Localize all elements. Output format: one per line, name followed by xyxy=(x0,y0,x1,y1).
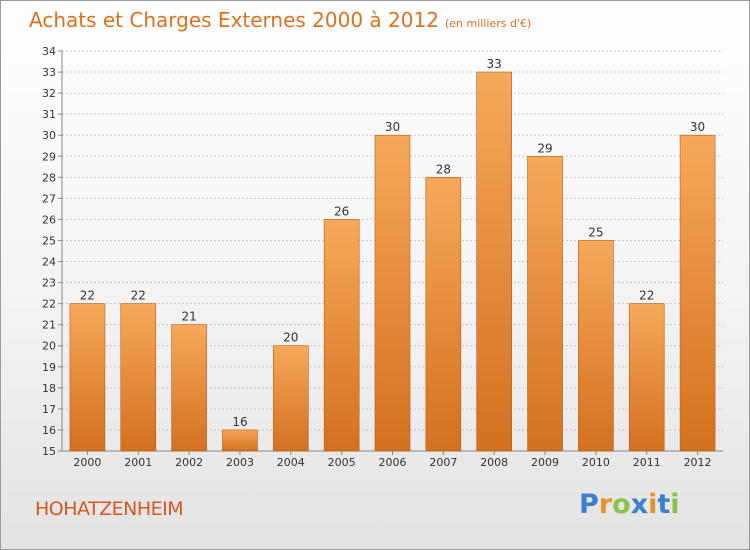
data-label: 26 xyxy=(334,204,349,218)
data-label: 22 xyxy=(80,289,95,303)
logo-letter: x xyxy=(630,489,649,520)
bar xyxy=(476,71,512,452)
y-tick-label: 28 xyxy=(42,171,56,184)
y-tick-label: 23 xyxy=(42,277,56,290)
chart-title: Achats et Charges Externes 2000 à 2012 (e… xyxy=(29,8,531,32)
data-label: 16 xyxy=(232,415,247,429)
y-tick-label: 27 xyxy=(42,192,56,205)
y-tick-label: 26 xyxy=(42,213,56,226)
x-tick-label: 2010 xyxy=(582,456,610,469)
x-tick-label: 2009 xyxy=(531,456,559,469)
y-tick-label: 22 xyxy=(42,298,56,311)
y-tick-label: 32 xyxy=(42,87,56,100)
y-tick-label: 24 xyxy=(42,256,56,269)
bar xyxy=(222,429,258,452)
data-label: 33 xyxy=(487,57,502,71)
y-tick-label: 30 xyxy=(42,129,56,142)
y-tick-label: 31 xyxy=(42,108,56,121)
bar xyxy=(69,303,106,452)
chart-title-text: Achats et Charges Externes 2000 à 2012 xyxy=(29,8,439,32)
x-tick-label: 2012 xyxy=(684,456,712,469)
x-tick-label: 2005 xyxy=(328,456,356,469)
bar xyxy=(273,345,309,452)
commune-name: HOHATZENHEIM xyxy=(35,498,184,520)
data-label: 30 xyxy=(690,120,705,134)
y-tick-label: 18 xyxy=(42,382,56,395)
data-label: 25 xyxy=(588,225,603,239)
bar xyxy=(171,324,207,452)
x-tick-label: 2001 xyxy=(124,456,152,469)
x-tick-label: 2003 xyxy=(226,456,254,469)
x-tick-label: 2011 xyxy=(633,456,661,469)
axes: 15 16 17 18 19 20 21 22 23 24 25 26 27 28 29 30 31 32 33 34… xyxy=(42,45,723,469)
data-label: 22 xyxy=(131,289,146,303)
logo-letter: i xyxy=(670,489,680,520)
x-tick-label: 2006 xyxy=(379,456,407,469)
proxiti-logo: Proxiti xyxy=(579,489,680,520)
logo-letter: o xyxy=(612,489,631,520)
x-tick-label: 2002 xyxy=(175,456,203,469)
bars: 22 22 21 16 20 26 30 28 33 29 25 22 30 xyxy=(69,57,716,452)
x-tick-label: 2004 xyxy=(277,456,305,469)
bar xyxy=(425,177,462,452)
y-tick-label: 17 xyxy=(42,403,56,416)
y-tick-label: 29 xyxy=(42,150,56,163)
y-tick-label: 21 xyxy=(42,319,56,332)
logo-letter: t xyxy=(657,489,671,520)
bar xyxy=(120,303,157,452)
data-label: 21 xyxy=(181,310,196,324)
y-tick-label: 15 xyxy=(42,445,56,458)
y-tick-label: 16 xyxy=(42,424,56,437)
x-tick-label: 2008 xyxy=(480,456,508,469)
bar xyxy=(578,240,614,452)
bar xyxy=(679,134,716,452)
y-tick-label: 25 xyxy=(42,234,56,247)
data-label: 20 xyxy=(283,331,298,345)
bar xyxy=(628,303,665,452)
logo-letter: r xyxy=(598,489,613,520)
y-tick-label: 19 xyxy=(42,361,56,374)
logo-letter: P xyxy=(579,489,599,520)
y-tick-label: 34 xyxy=(42,45,56,58)
data-label: 29 xyxy=(537,141,552,155)
data-label: 22 xyxy=(639,289,654,303)
bar xyxy=(527,155,563,452)
bar xyxy=(323,219,360,452)
bar xyxy=(374,134,411,452)
x-tick-label: 2007 xyxy=(429,456,457,469)
y-tick-label: 33 xyxy=(42,66,56,79)
data-label: 30 xyxy=(385,120,400,134)
data-label: 28 xyxy=(436,162,451,176)
chart-unit: (en milliers d'€) xyxy=(444,17,532,30)
y-tick-label: 20 xyxy=(42,340,56,353)
x-tick-label: 2000 xyxy=(73,456,101,469)
logo-letter: i xyxy=(648,489,658,520)
